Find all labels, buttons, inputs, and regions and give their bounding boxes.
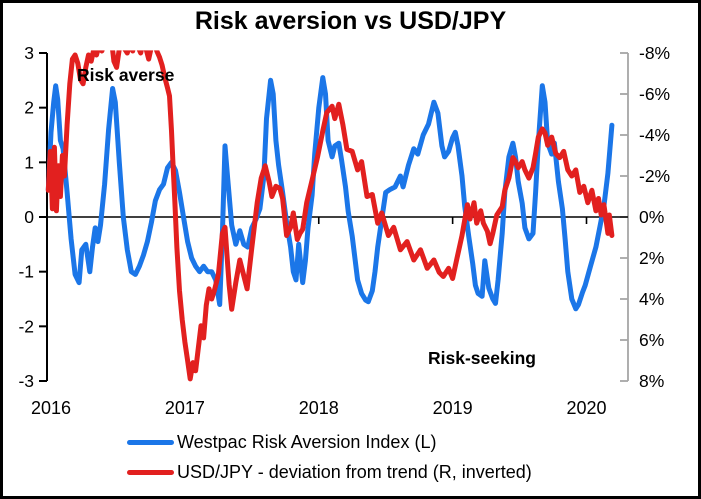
y-right-tick-label: -6%: [639, 84, 670, 104]
x-tick-label: 2020: [566, 398, 606, 418]
annotation-risk-averse: Risk averse: [77, 65, 175, 85]
x-tick-label: 2017: [165, 398, 205, 418]
y-left-tick-label: -3: [18, 371, 34, 391]
series-line-usdjpy-deviation: [45, 50, 615, 382]
legend-item-risk-aversion-index: Westpac Risk Aversion Index (L): [127, 427, 532, 457]
y-right-tick-label: -4%: [639, 125, 670, 145]
y-left-tick-label: 3: [24, 43, 34, 63]
legend-line-swatch-red: [127, 469, 174, 475]
y-right-tick-label: 6%: [639, 330, 664, 350]
legend-item-usdjpy-deviation: USD/JPY - deviation from trend (R, inver…: [127, 457, 532, 487]
legend-label-usdjpy-deviation: USD/JPY - deviation from trend (R, inver…: [177, 461, 532, 482]
y-right-tick-label: 4%: [639, 289, 664, 309]
y-right-tick-label: -8%: [639, 43, 670, 63]
legend-label-risk-aversion-index: Westpac Risk Aversion Index (L): [177, 431, 437, 452]
series-group: [45, 50, 615, 382]
y-right-tick-label: 8%: [639, 371, 664, 391]
annotation-risk-seeking: Risk-seeking: [428, 348, 536, 368]
x-tick-label: 2018: [299, 398, 339, 418]
y-left-tick-label: 1: [24, 152, 34, 172]
legend: Westpac Risk Aversion Index (L) USD/JPY …: [127, 427, 532, 487]
y-left-tick-label: -1: [18, 262, 34, 282]
x-tick-label: 2016: [31, 398, 71, 418]
y-right-tick-label: 0%: [639, 207, 664, 227]
y-left-tick-label: 0: [24, 207, 34, 227]
y-right-tick-label: -2%: [639, 166, 670, 186]
y-left-tick-label: -2: [18, 316, 34, 336]
chart-title: Risk aversion vs USD/JPY: [194, 7, 507, 35]
x-tick-label: 2019: [433, 398, 473, 418]
legend-line-swatch-blue: [127, 439, 174, 445]
chart-canvas: -8% -6% -4% -2% 0% 2% 4% 6% 8% 3 2 1 0 -1 -2 -3 2016 2017…: [18, 43, 670, 418]
y-left-tick-label: 2: [24, 98, 34, 118]
y-right-tick-label: 2%: [639, 248, 664, 268]
